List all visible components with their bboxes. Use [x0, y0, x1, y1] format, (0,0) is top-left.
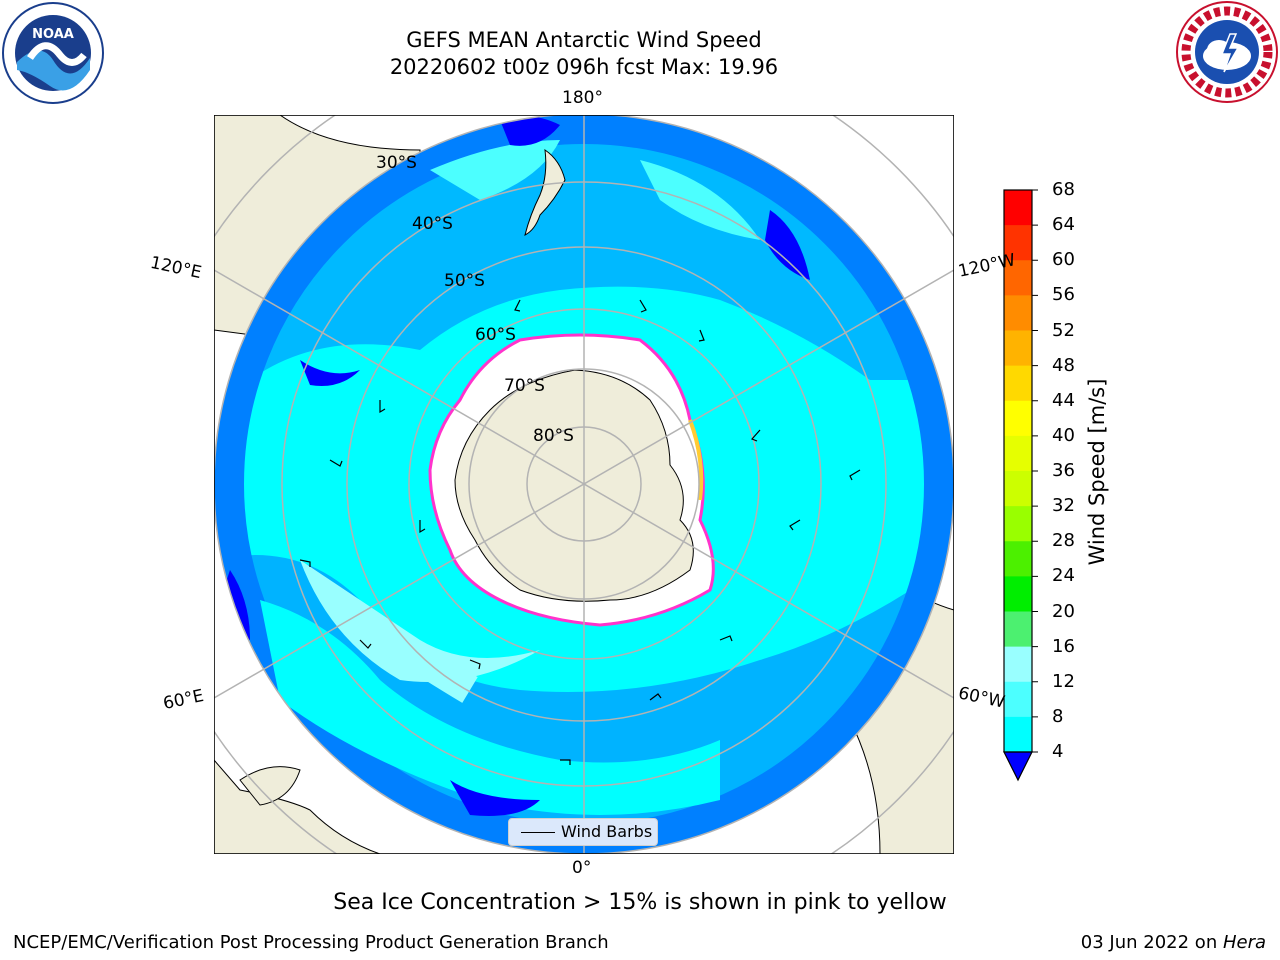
lat-label-50s: 50°S	[444, 271, 485, 291]
lat-label-40s: 40°S	[412, 214, 453, 234]
wind-barb-legend: Wind Barbs	[508, 818, 658, 846]
colorbar-segment	[1004, 576, 1032, 612]
colorbar-segment	[1004, 225, 1032, 261]
colorbar-tick-label: 68	[1052, 179, 1075, 200]
colorbar-tick-label: 12	[1052, 670, 1075, 692]
lat-label-30s: 30°S	[376, 153, 417, 173]
colorbar-segment	[1004, 611, 1032, 648]
credit-left: NCEP/EMC/Verification Post Processing Pr…	[13, 932, 609, 953]
chart-title: GEFS MEAN Antarctic Wind Speed	[406, 28, 762, 52]
noaa-logo: NOAA	[2, 2, 104, 104]
colorbar-segment	[1004, 330, 1032, 367]
colorbar-segment	[1004, 716, 1032, 753]
colorbar-segment	[1004, 400, 1032, 437]
colorbar-extend-arrow	[1003, 751, 1033, 782]
colorbar-tick-label: 48	[1052, 354, 1075, 376]
wind-barbs	[299, 299, 861, 765]
lat-label-70s: 70°S	[504, 376, 545, 396]
colorbar-tick-label: 40	[1052, 424, 1075, 446]
colorbar-tick-label: 44	[1052, 389, 1075, 411]
colorbar-segment	[1004, 541, 1032, 577]
antarctica-land	[454, 369, 694, 602]
new-zealand-land	[524, 148, 566, 236]
colorbar-segment	[1004, 260, 1032, 296]
legend-label: Wind Barbs	[561, 822, 653, 841]
lat-label-60s: 60°S	[475, 325, 516, 345]
footnote: Sea Ice Concentration > 15% is shown in …	[333, 890, 947, 915]
colorbar-tick-label: 8	[1052, 705, 1064, 727]
lat-label-80s: 80°S	[533, 426, 574, 446]
credit-host: Hera	[1222, 932, 1266, 953]
colorbar	[1003, 189, 1038, 782]
credit-date: 03 Jun 2022 on	[1080, 932, 1223, 953]
colorbar-tick-label: 56	[1052, 284, 1075, 306]
colorbar-segment	[1004, 506, 1032, 542]
colorbar-segment	[1004, 681, 1032, 718]
colorbar-segment	[1004, 365, 1032, 402]
chart-subtitle: 20220602 t00z 096h fcst Max: 19.96	[389, 55, 779, 79]
map-area	[214, 115, 954, 854]
colorbar-tick-label: 16	[1052, 635, 1075, 657]
graticule	[214, 115, 954, 854]
colorbar-tick-label: 24	[1052, 565, 1075, 587]
colorbar-segment	[1004, 295, 1032, 331]
colorbar-segment	[1004, 190, 1032, 226]
nws-logo	[1176, 1, 1278, 103]
colorbar-tick-label: 60	[1052, 249, 1075, 271]
colorbar-tick-label: 4	[1052, 741, 1064, 762]
colorbar-tick-label: 52	[1052, 319, 1075, 341]
lon-label-0: 0°	[572, 858, 592, 878]
colorbar-tick-label: 32	[1052, 495, 1075, 517]
colorbar-label: Wind Speed [m/s]	[1085, 378, 1109, 566]
colorbar-tick-label: 64	[1052, 214, 1075, 236]
lon-label-180: 180°	[562, 88, 603, 108]
colorbar-segment	[1004, 646, 1032, 683]
colorbar-tick-label: 20	[1052, 600, 1075, 622]
credit-right: 03 Jun 2022 on Hera	[1000, 932, 1266, 953]
colorbar-tick-label: 28	[1052, 530, 1075, 552]
legend-line-icon	[521, 832, 555, 833]
colorbar-segment	[1004, 435, 1032, 472]
svg-text:NOAA: NOAA	[32, 27, 74, 42]
colorbar-tick-label: 36	[1052, 460, 1075, 481]
colorbar-segment	[1004, 471, 1032, 507]
